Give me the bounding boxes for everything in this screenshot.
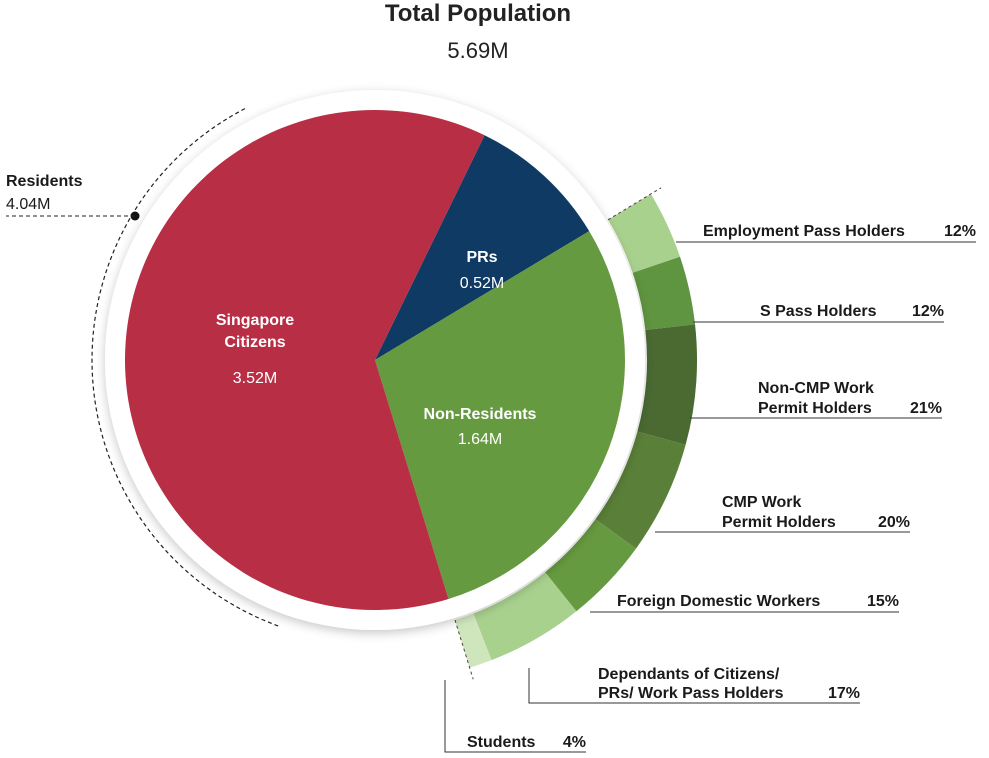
pie-label-singapore-citizens-line-1: Singapore	[216, 312, 294, 329]
ring-segment-cmp-work-permit-holders	[595, 431, 686, 549]
residents-arc-group: Residents 4.04M	[6, 107, 279, 627]
breakdown-percent-dependants-of-citizens-prs-work-pass-holders: 17%	[828, 685, 860, 702]
breakdown-name-non-cmp-work-permit-holders-line-1: Non-CMP Work	[758, 380, 874, 397]
leader-dependants-of-citizens-prs-work-pass-holders	[528, 668, 860, 704]
ring-start-dash	[607, 187, 662, 221]
breakdown-percent-s-pass-holders: 12%	[912, 303, 944, 320]
ring-segment-non-cmp-work-permit-holders	[637, 324, 697, 445]
pie-labels: Singapore Citizens 3.52M PRs 0.52M Non-Reside…	[216, 249, 537, 448]
pie-label-singapore-citizens-line-2: Citizens	[224, 334, 285, 351]
breakdown-name-foreign-domestic-workers: Foreign Domestic Workers	[617, 593, 820, 610]
pie-slice-singapore-citizens	[125, 109, 485, 610]
chart-title: Total Population	[385, 0, 571, 27]
breakdown-percent-foreign-domestic-workers: 15%	[867, 593, 899, 610]
breakdown-name-employment-pass-holders: Employment Pass Holders	[703, 223, 905, 240]
pie-slice-prs	[375, 135, 590, 360]
pie-value-non-residents: 1.64M	[458, 431, 502, 448]
breakdown-percent-non-cmp-work-permit-holders: 21%	[910, 400, 942, 417]
breakdown-labels: Employment Pass Holders 12% S Pass Holders…	[467, 223, 976, 751]
pie-label-non-residents: Non-Residents	[424, 406, 537, 423]
pie-slice-non-residents	[375, 231, 626, 599]
ring-segment-employment-pass-holders	[608, 193, 681, 273]
pie-value-prs: 0.52M	[460, 275, 504, 292]
breakdown-percent-cmp-work-permit-holders: 20%	[878, 514, 910, 531]
ring-segment-s-pass-holders	[632, 256, 696, 330]
breakdown-percent-students: 4%	[563, 734, 586, 751]
ring-end-dash	[454, 619, 474, 680]
residents-dashed-arc	[91, 107, 279, 627]
leader-lines	[444, 241, 976, 753]
breakdown-name-cmp-work-permit-holders-line-2: Permit Holders	[722, 514, 836, 531]
ring-segment-students	[454, 613, 492, 668]
breakdown-name-dependants-of-citizens-prs-work-pass-holders-line-2: PRs/ Work Pass Holders	[598, 685, 784, 702]
breakdown-percent-employment-pass-holders: 12%	[944, 223, 976, 240]
breakdown-name-non-cmp-work-permit-holders-line-2: Permit Holders	[758, 400, 872, 417]
breakdown-name-dependants-of-citizens-prs-work-pass-holders-line-1: Dependants of Citizens/	[598, 666, 780, 683]
pie	[125, 109, 626, 610]
ring-segment-dependants-of-citizens-prs-work-pass-holders	[473, 572, 577, 661]
residents-label: Residents	[6, 173, 83, 190]
chart-subtitle: 5.69M	[447, 38, 508, 63]
leader-students	[444, 680, 586, 753]
breakdown-ring	[454, 187, 697, 680]
pie-value-singapore-citizens: 3.52M	[233, 370, 277, 387]
pie-label-prs: PRs	[466, 249, 497, 266]
breakdown-name-s-pass-holders: S Pass Holders	[760, 303, 877, 320]
breakdown-name-students: Students	[467, 734, 536, 751]
breakdown-name-cmp-work-permit-holders-line-1: CMP Work	[722, 494, 802, 511]
residents-value: 4.04M	[6, 196, 50, 213]
ring-segment-foreign-domestic-workers	[545, 519, 636, 612]
